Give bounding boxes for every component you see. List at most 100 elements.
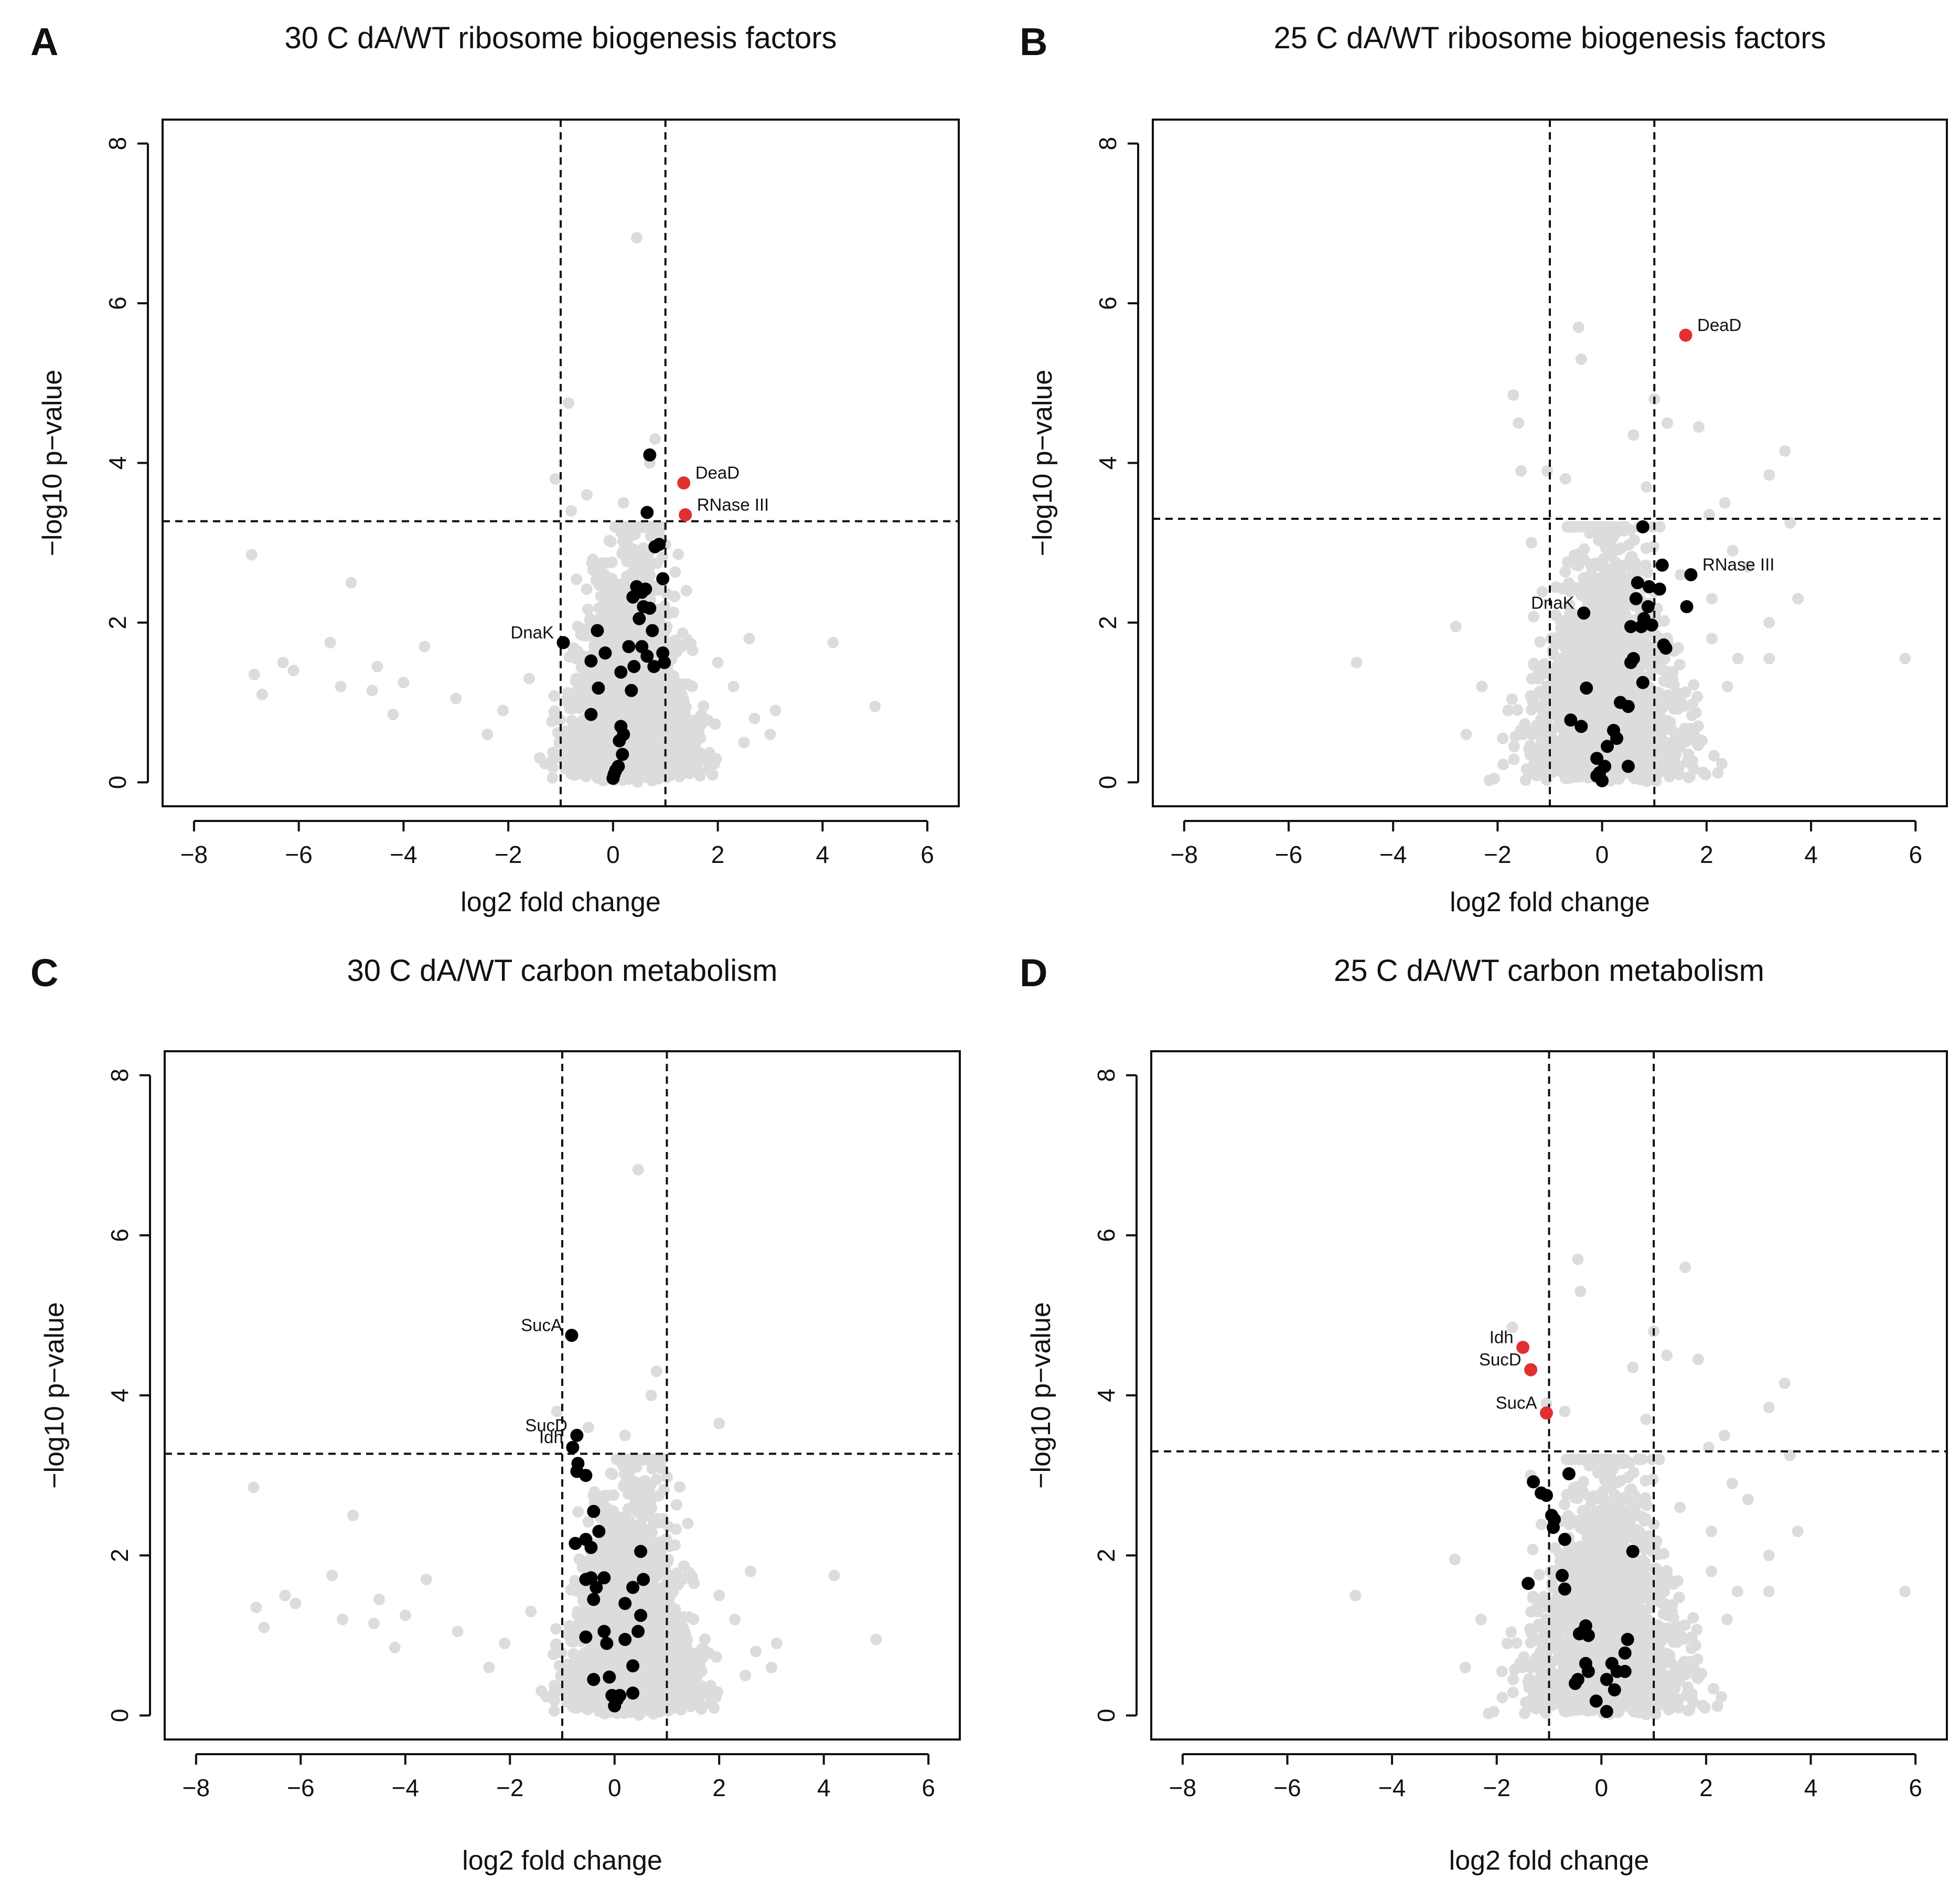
- x-tick-label: −2: [495, 841, 522, 868]
- background-point: [569, 689, 581, 701]
- background-point: [1719, 497, 1731, 509]
- background-point: [1577, 584, 1589, 596]
- data-point: [656, 572, 670, 585]
- background-point: [1515, 465, 1527, 477]
- data-point: [658, 656, 671, 669]
- background-point: [1708, 750, 1720, 762]
- background-point: [667, 725, 679, 737]
- data-point: [1631, 576, 1644, 590]
- data-point: [677, 476, 691, 490]
- background-point: [1792, 593, 1804, 605]
- background-point: [1612, 543, 1624, 556]
- background-point: [548, 706, 560, 718]
- data-point: [1624, 620, 1637, 633]
- background-point: [1618, 591, 1630, 603]
- chart-title: 30 C dA/WT carbon metabolism: [347, 954, 778, 988]
- background-point: [625, 556, 637, 567]
- background-point: [565, 746, 576, 759]
- background-point: [657, 551, 669, 563]
- x-tick-label: −2: [1484, 841, 1511, 868]
- background-point: [1672, 687, 1684, 699]
- background-point: [703, 764, 715, 776]
- background-point: [635, 562, 647, 574]
- plot-frame: [162, 119, 960, 807]
- data-point: [556, 636, 570, 649]
- background-point: [649, 433, 661, 445]
- background-point: [581, 682, 593, 694]
- background-point: [1732, 653, 1744, 665]
- background-point: [1607, 584, 1619, 596]
- background-point: [593, 602, 605, 614]
- x-axis-label: log2 fold change: [460, 887, 661, 917]
- background-point: [1526, 537, 1538, 549]
- background-point: [1658, 724, 1670, 736]
- background-point: [651, 612, 663, 624]
- data-point: [613, 734, 626, 748]
- background-point: [566, 714, 578, 727]
- background-point: [606, 1468, 618, 1480]
- background-point: [594, 612, 606, 624]
- background-point: [670, 1523, 682, 1535]
- background-point: [1602, 682, 1614, 694]
- background-point: [335, 680, 347, 692]
- background-point: [692, 764, 704, 776]
- background-point: [669, 566, 681, 578]
- data-point: [1577, 606, 1591, 620]
- y-tick-label: 2: [104, 616, 131, 629]
- background-point: [748, 712, 761, 724]
- background-point: [710, 1651, 722, 1663]
- background-point: [1524, 749, 1536, 761]
- x-tick-label: 6: [920, 841, 934, 868]
- background-point: [655, 521, 667, 533]
- background-point: [1534, 636, 1546, 648]
- background-point: [1672, 642, 1684, 654]
- background-point: [1654, 743, 1666, 755]
- background-point: [1662, 417, 1674, 429]
- background-point: [1550, 709, 1562, 721]
- background-point: [627, 624, 639, 636]
- data-point: [1624, 656, 1637, 669]
- background-point: [1616, 668, 1628, 680]
- background-point: [1608, 644, 1620, 656]
- background-point: [1763, 469, 1775, 481]
- background-point: [1693, 421, 1705, 433]
- data-point: [639, 582, 652, 596]
- background-point: [657, 767, 669, 778]
- background-point: [593, 738, 605, 750]
- background-point: [564, 702, 576, 714]
- background-point: [639, 766, 651, 778]
- background-point: [687, 644, 699, 656]
- background-point: [1686, 698, 1698, 710]
- background-point: [675, 744, 687, 756]
- background-point: [1686, 709, 1698, 721]
- background-point: [652, 756, 664, 768]
- background-point: [1509, 731, 1522, 743]
- background-point: [1575, 353, 1587, 365]
- background-point: [1591, 521, 1603, 533]
- background-point: [1555, 664, 1567, 676]
- data-point: [1595, 774, 1609, 787]
- background-point: [727, 680, 740, 692]
- background-point: [565, 505, 577, 517]
- data-point: [584, 708, 598, 721]
- background-point: [1460, 729, 1472, 740]
- background-point: [1606, 563, 1619, 575]
- background-point: [764, 729, 776, 740]
- background-point: [623, 521, 635, 533]
- background-point: [1601, 594, 1613, 606]
- background-point: [1650, 705, 1662, 717]
- background-point: [630, 232, 642, 244]
- background-point: [738, 736, 750, 749]
- background-point: [646, 722, 658, 734]
- x-tick-label: −4: [1379, 841, 1407, 868]
- background-point: [481, 729, 494, 740]
- panel-label: B: [1020, 20, 1047, 63]
- background-point: [1623, 713, 1635, 725]
- background-point: [450, 692, 462, 705]
- background-point: [1641, 481, 1653, 493]
- x-tick-label: 6: [1909, 841, 1922, 868]
- background-point: [1526, 694, 1538, 706]
- x-tick-label: 0: [606, 841, 620, 868]
- background-points: [1351, 321, 1911, 787]
- background-point: [572, 761, 584, 773]
